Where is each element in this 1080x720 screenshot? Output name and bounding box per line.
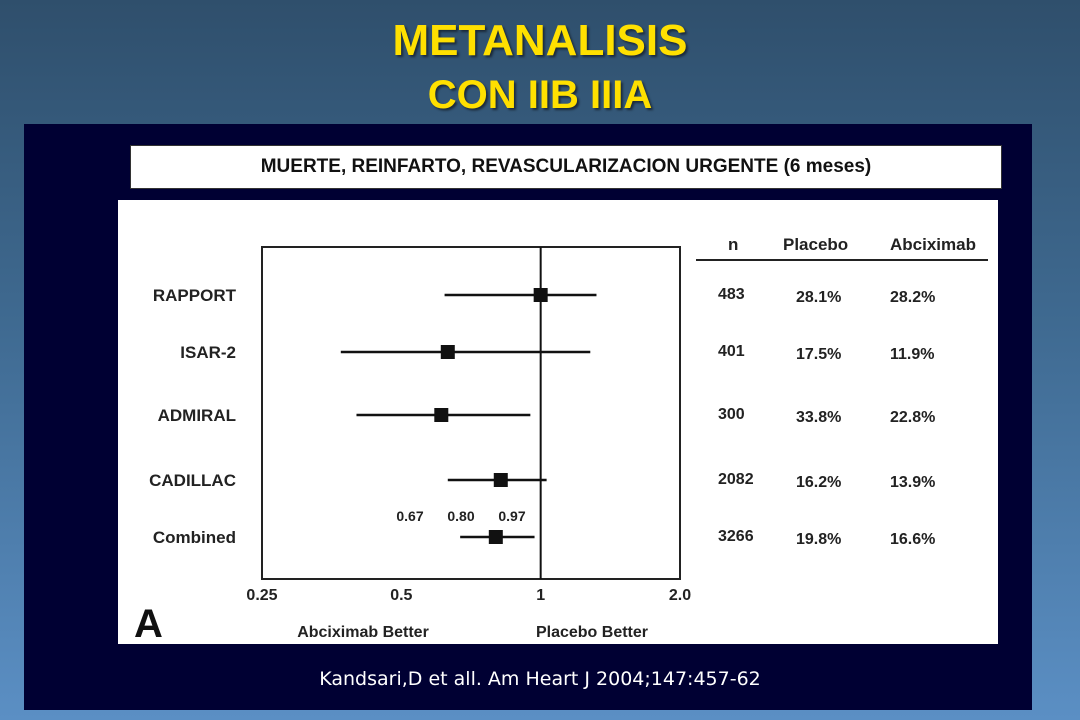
plot-frame <box>261 246 681 580</box>
table-header-abciximab: Abciximab <box>890 235 976 254</box>
table-cell-abciximab: 16.6% <box>890 531 935 548</box>
table-cell-n: 483 <box>718 286 745 303</box>
table-cell-abciximab: 28.2% <box>890 289 935 306</box>
table-cell-n: 3266 <box>718 528 754 545</box>
table-cell-n: 401 <box>718 343 745 360</box>
x-tick-label: 2.0 <box>669 587 691 604</box>
x-tick-label: 0.25 <box>246 587 277 604</box>
panel-label: A <box>134 602 163 644</box>
point-estimate <box>488 530 503 544</box>
forest-plot: 0.25 0.5 1 2.0 Abciximab Better Placebo Bette… <box>118 200 998 644</box>
combined-ci-label: 0.67 <box>396 508 423 524</box>
studies: RAPPORT 483 28.1% 28.2% ISAR-2 401 17.5% 11.9% A… <box>149 286 935 548</box>
study-label: RAPPORT <box>153 286 237 305</box>
x-axis: 0.25 0.5 1 2.0 Abciximab Better Placebo Bette… <box>246 247 691 641</box>
point-estimate <box>493 473 508 487</box>
combined-ci-label: 0.80 <box>447 508 474 524</box>
table-cell-placebo: 19.8% <box>796 531 841 548</box>
table-cell-placebo: 28.1% <box>796 289 841 306</box>
x-tick-label: 1 <box>536 587 545 604</box>
table-cell-n: 2082 <box>718 471 754 488</box>
x-right-label: Placebo Better <box>536 624 648 641</box>
table-cell-abciximab: 11.9% <box>890 346 934 363</box>
study-label: CADILLAC <box>149 471 236 490</box>
table-cell-abciximab: 22.8% <box>890 409 935 426</box>
point-estimate <box>533 288 548 302</box>
point-estimate <box>434 408 449 422</box>
table-header-n: n <box>728 235 738 254</box>
table-header-placebo: Placebo <box>783 235 848 254</box>
x-tick-label: 0.5 <box>390 587 412 604</box>
forest-plot-svg: 0.25 0.5 1 2.0 Abciximab Better Placebo Bette… <box>134 235 988 644</box>
study-label: Combined <box>153 528 236 547</box>
table-cell-abciximab: 13.9% <box>890 474 935 491</box>
citation: Kandsari,D et all. Am Heart J 2004;147:4… <box>319 668 761 690</box>
data-table: n Placebo Abciximab <box>696 235 988 261</box>
table-cell-placebo: 17.5% <box>796 346 841 363</box>
table-cell-n: 300 <box>718 406 745 423</box>
outcome-caption: MUERTE, REINFARTO, REVASCULARIZACION URG… <box>130 145 1002 189</box>
combined-ci-label: 0.97 <box>498 508 525 524</box>
slide-subtitle-title: CON IIB IIIA <box>427 73 653 117</box>
point-estimate <box>440 345 455 359</box>
study-label: ISAR-2 <box>180 343 236 362</box>
study-label: ADMIRAL <box>158 406 236 425</box>
x-left-label: Abciximab Better <box>297 624 429 641</box>
table-cell-placebo: 16.2% <box>796 474 841 491</box>
table-cell-placebo: 33.8% <box>796 409 841 426</box>
slide-title: METANALISIS <box>392 16 688 65</box>
